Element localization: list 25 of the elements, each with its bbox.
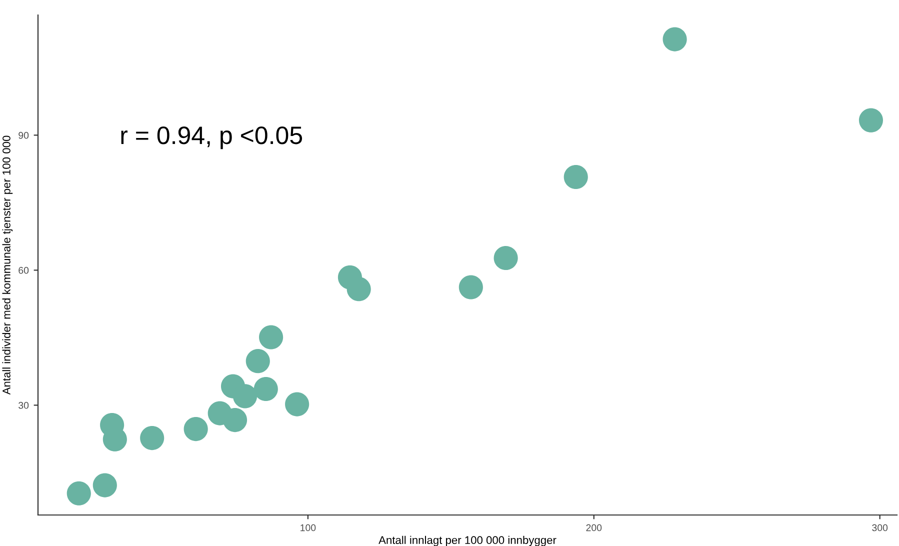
point <box>346 277 371 302</box>
point <box>246 349 270 374</box>
point <box>564 164 588 190</box>
x-tick-label: 100 <box>300 524 316 532</box>
point <box>66 481 91 506</box>
point <box>254 376 278 402</box>
x-axis-title: Antall innlagt per 100 000 innbygger <box>378 536 556 546</box>
point <box>259 325 284 350</box>
point <box>222 408 248 432</box>
point <box>458 275 483 300</box>
point <box>184 417 208 442</box>
y-tick-label: 30 <box>18 402 29 409</box>
x-tick-label: 300 <box>872 524 888 532</box>
point <box>233 384 258 408</box>
point <box>140 426 164 450</box>
point <box>285 392 310 416</box>
y-tick-label: 60 <box>18 266 29 274</box>
y-axis-title: Antall individer med kommunale tjenster per 100 000 <box>2 136 13 395</box>
point <box>858 108 884 132</box>
annotation: r = 0.94, p <0.05 <box>121 126 302 150</box>
x-tick-label: 200 <box>586 524 602 532</box>
point <box>92 473 117 498</box>
point <box>494 246 518 270</box>
point <box>662 27 687 52</box>
y-tick-label: 90 <box>18 132 29 139</box>
